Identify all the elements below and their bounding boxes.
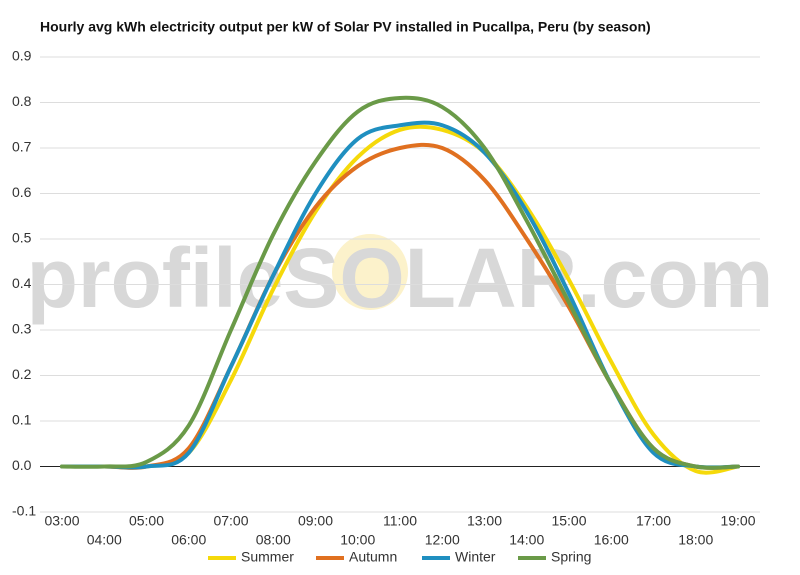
y-tick-label: -0.1 — [12, 503, 36, 519]
y-tick-label: 0.3 — [12, 321, 32, 337]
chart-title: Hourly avg kWh electricity output per kW… — [40, 19, 651, 35]
legend-label: Summer — [241, 549, 294, 565]
x-tick-label: 07:00 — [213, 513, 248, 529]
series-line — [60, 95, 740, 470]
legend-swatch — [422, 556, 450, 560]
watermark: profileSOLAR.com — [27, 231, 774, 325]
x-tick-label: 13:00 — [467, 513, 502, 529]
y-tick-label: 0.7 — [12, 139, 32, 155]
watermark-sun — [332, 234, 408, 310]
y-tick-label: 0.0 — [12, 457, 32, 473]
x-tick-label: 08:00 — [256, 532, 291, 548]
x-tick-label: 18:00 — [678, 532, 713, 548]
x-tick-label: 16:00 — [594, 532, 629, 548]
y-tick-label: 0.1 — [12, 412, 32, 428]
legend-label: Winter — [455, 549, 496, 565]
y-tick-label: 0.5 — [12, 230, 32, 246]
x-tick-label: 12:00 — [425, 532, 460, 548]
x-tick-label: 05:00 — [129, 513, 164, 529]
x-tick-label: 10:00 — [340, 532, 375, 548]
y-tick-label: 0.8 — [12, 93, 32, 109]
x-tick-label: 17:00 — [636, 513, 671, 529]
legend-swatch — [518, 556, 546, 560]
y-tick-label: 0.9 — [12, 48, 32, 64]
x-tick-label: 14:00 — [509, 532, 544, 548]
legend-label: Spring — [551, 549, 591, 565]
x-tick-label: 19:00 — [720, 513, 755, 529]
x-tick-label: 11:00 — [383, 513, 417, 529]
x-tick-label: 03:00 — [44, 513, 79, 529]
y-tick-label: 0.2 — [12, 366, 32, 382]
x-tick-label: 09:00 — [298, 513, 333, 529]
y-tick-label: 0.6 — [12, 184, 32, 200]
legend-swatch — [316, 556, 344, 560]
legend-swatch — [208, 556, 236, 560]
y-tick-label: 0.4 — [12, 275, 32, 291]
x-tick-label: 04:00 — [87, 532, 122, 548]
legend-label: Autumn — [349, 549, 397, 565]
x-tick-label: 15:00 — [551, 513, 586, 529]
x-tick-label: 06:00 — [171, 532, 206, 548]
